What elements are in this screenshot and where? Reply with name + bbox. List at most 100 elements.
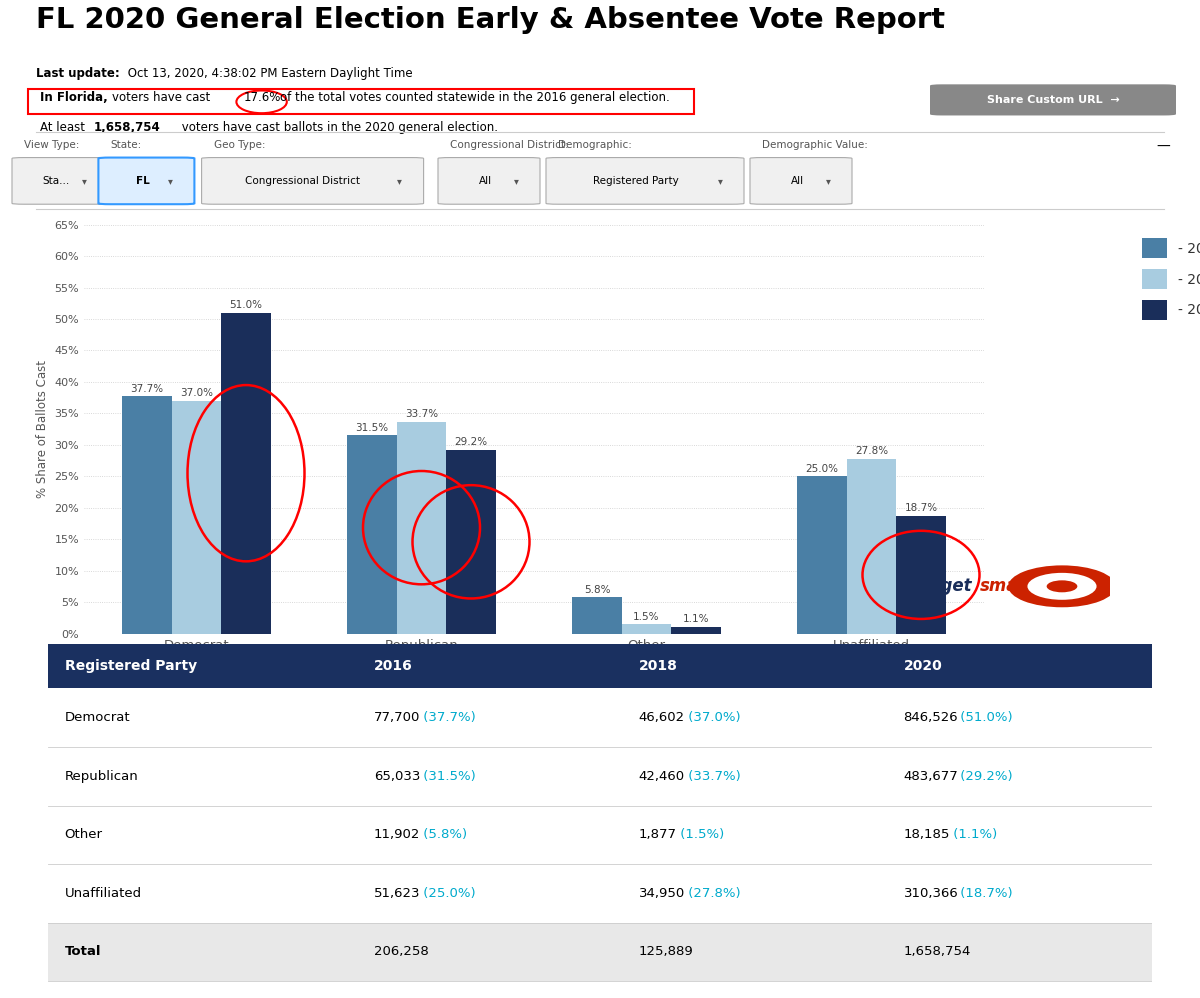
Text: (25.0%): (25.0%) [419, 887, 475, 900]
FancyBboxPatch shape [930, 85, 1176, 116]
Text: ▾: ▾ [718, 176, 722, 186]
Text: Other: Other [65, 828, 102, 841]
Bar [847, 459, 896, 634]
Text: 1,658,754: 1,658,754 [904, 945, 971, 958]
Text: (29.2%): (29.2%) [956, 769, 1013, 782]
Text: voters have cast: voters have cast [112, 92, 214, 105]
FancyBboxPatch shape [12, 158, 108, 205]
Text: (51.0%): (51.0%) [956, 712, 1013, 725]
Text: ▾: ▾ [826, 176, 830, 186]
Text: ▾: ▾ [82, 176, 86, 186]
Bar [671, 627, 721, 634]
Text: 42,460: 42,460 [638, 769, 685, 782]
FancyBboxPatch shape [98, 158, 194, 205]
Text: FL: FL [136, 176, 150, 186]
FancyBboxPatch shape [48, 689, 1152, 748]
Text: Registered Party: Registered Party [65, 659, 197, 673]
Text: View Type:: View Type: [24, 140, 79, 150]
Bar [572, 597, 622, 634]
Text: Geo Type:: Geo Type: [214, 140, 265, 150]
Circle shape [1027, 573, 1097, 600]
Text: —: — [1157, 140, 1170, 154]
Text: (5.8%): (5.8%) [419, 828, 467, 841]
Text: Unaffiliated: Unaffiliated [65, 887, 142, 900]
Text: Demographic Value:: Demographic Value: [762, 140, 868, 150]
Text: State:: State: [110, 140, 142, 150]
Text: 34,950: 34,950 [638, 887, 685, 900]
Text: 77,700: 77,700 [373, 712, 420, 725]
Text: (18.7%): (18.7%) [956, 887, 1013, 900]
Text: (33.7%): (33.7%) [684, 769, 740, 782]
Text: (37.7%): (37.7%) [419, 712, 475, 725]
Bar [221, 312, 271, 634]
Text: (1.1%): (1.1%) [949, 828, 997, 841]
Text: 1,877: 1,877 [638, 828, 677, 841]
Text: 846,526: 846,526 [904, 712, 959, 725]
Text: 206,258: 206,258 [373, 945, 428, 958]
FancyBboxPatch shape [546, 158, 744, 205]
Text: 11,902: 11,902 [373, 828, 420, 841]
Text: Last update:: Last update: [36, 68, 120, 81]
Bar [896, 516, 946, 634]
Text: Sta...: Sta... [43, 176, 70, 186]
Text: 31.5%: 31.5% [355, 423, 389, 433]
Text: 483,677: 483,677 [904, 769, 959, 782]
Text: (31.5%): (31.5%) [419, 769, 475, 782]
FancyBboxPatch shape [750, 158, 852, 205]
Text: Oct 13, 2020, 4:38:02 PM Eastern Daylight Time: Oct 13, 2020, 4:38:02 PM Eastern Dayligh… [124, 68, 413, 81]
Text: of the total votes counted statewide in the 2016 general election.: of the total votes counted statewide in … [280, 92, 670, 105]
Text: (37.0%): (37.0%) [684, 712, 740, 725]
Text: 1.1%: 1.1% [683, 615, 709, 625]
Text: 310,366: 310,366 [904, 887, 959, 900]
FancyBboxPatch shape [48, 644, 1152, 689]
FancyBboxPatch shape [48, 748, 1152, 805]
Bar [397, 421, 446, 634]
Text: Congressional District: Congressional District [245, 176, 360, 186]
Text: 2020: 2020 [904, 659, 942, 673]
Text: All: All [791, 176, 804, 186]
Text: 1,658,754: 1,658,754 [94, 121, 161, 134]
Text: FL 2020 General Election Early & Absentee Vote Report: FL 2020 General Election Early & Absente… [36, 7, 946, 35]
Text: 29.2%: 29.2% [455, 437, 487, 447]
Y-axis label: % Share of Ballots Cast: % Share of Ballots Cast [36, 360, 49, 498]
Legend: - 2016, - 2018, - 2020: - 2016, - 2018, - 2020 [1134, 232, 1200, 326]
Text: Republican: Republican [65, 769, 138, 782]
Text: ▾: ▾ [514, 176, 518, 186]
Text: 125,889: 125,889 [638, 945, 694, 958]
Text: ▾: ▾ [397, 176, 402, 186]
Text: Congressional District:: Congressional District: [450, 140, 569, 150]
Circle shape [1008, 565, 1116, 607]
Text: At least: At least [40, 121, 89, 134]
Text: 46,602: 46,602 [638, 712, 685, 725]
Text: Registered Party: Registered Party [594, 176, 679, 186]
Text: 2018: 2018 [638, 659, 678, 673]
Text: 1.5%: 1.5% [634, 612, 660, 622]
Bar [797, 476, 847, 634]
Text: In Florida,: In Florida, [40, 92, 112, 105]
Text: Demographic:: Demographic: [558, 140, 632, 150]
Text: 2016: 2016 [373, 659, 413, 673]
Bar [122, 396, 172, 634]
Text: (27.8%): (27.8%) [684, 887, 740, 900]
Bar [172, 401, 221, 634]
Text: 27.8%: 27.8% [854, 446, 888, 456]
Text: smart: smart [979, 577, 1034, 596]
FancyBboxPatch shape [48, 864, 1152, 922]
Text: 37.7%: 37.7% [131, 384, 163, 394]
FancyBboxPatch shape [48, 922, 1152, 981]
X-axis label: Demographic: Demographic [494, 666, 574, 679]
FancyBboxPatch shape [438, 158, 540, 205]
Text: 51,623: 51,623 [373, 887, 420, 900]
Text: All: All [479, 176, 492, 186]
Bar [622, 625, 671, 634]
Text: 33.7%: 33.7% [404, 409, 438, 419]
Text: (1.5%): (1.5%) [676, 828, 725, 841]
Text: voters have cast ballots in the 2020 general election.: voters have cast ballots in the 2020 gen… [178, 121, 498, 134]
Text: 65,033: 65,033 [373, 769, 420, 782]
Text: 25.0%: 25.0% [805, 464, 839, 474]
Text: Democrat: Democrat [65, 712, 130, 725]
Text: Total: Total [65, 945, 101, 958]
FancyBboxPatch shape [48, 805, 1152, 864]
FancyBboxPatch shape [202, 158, 424, 205]
Text: 5.8%: 5.8% [583, 585, 611, 595]
